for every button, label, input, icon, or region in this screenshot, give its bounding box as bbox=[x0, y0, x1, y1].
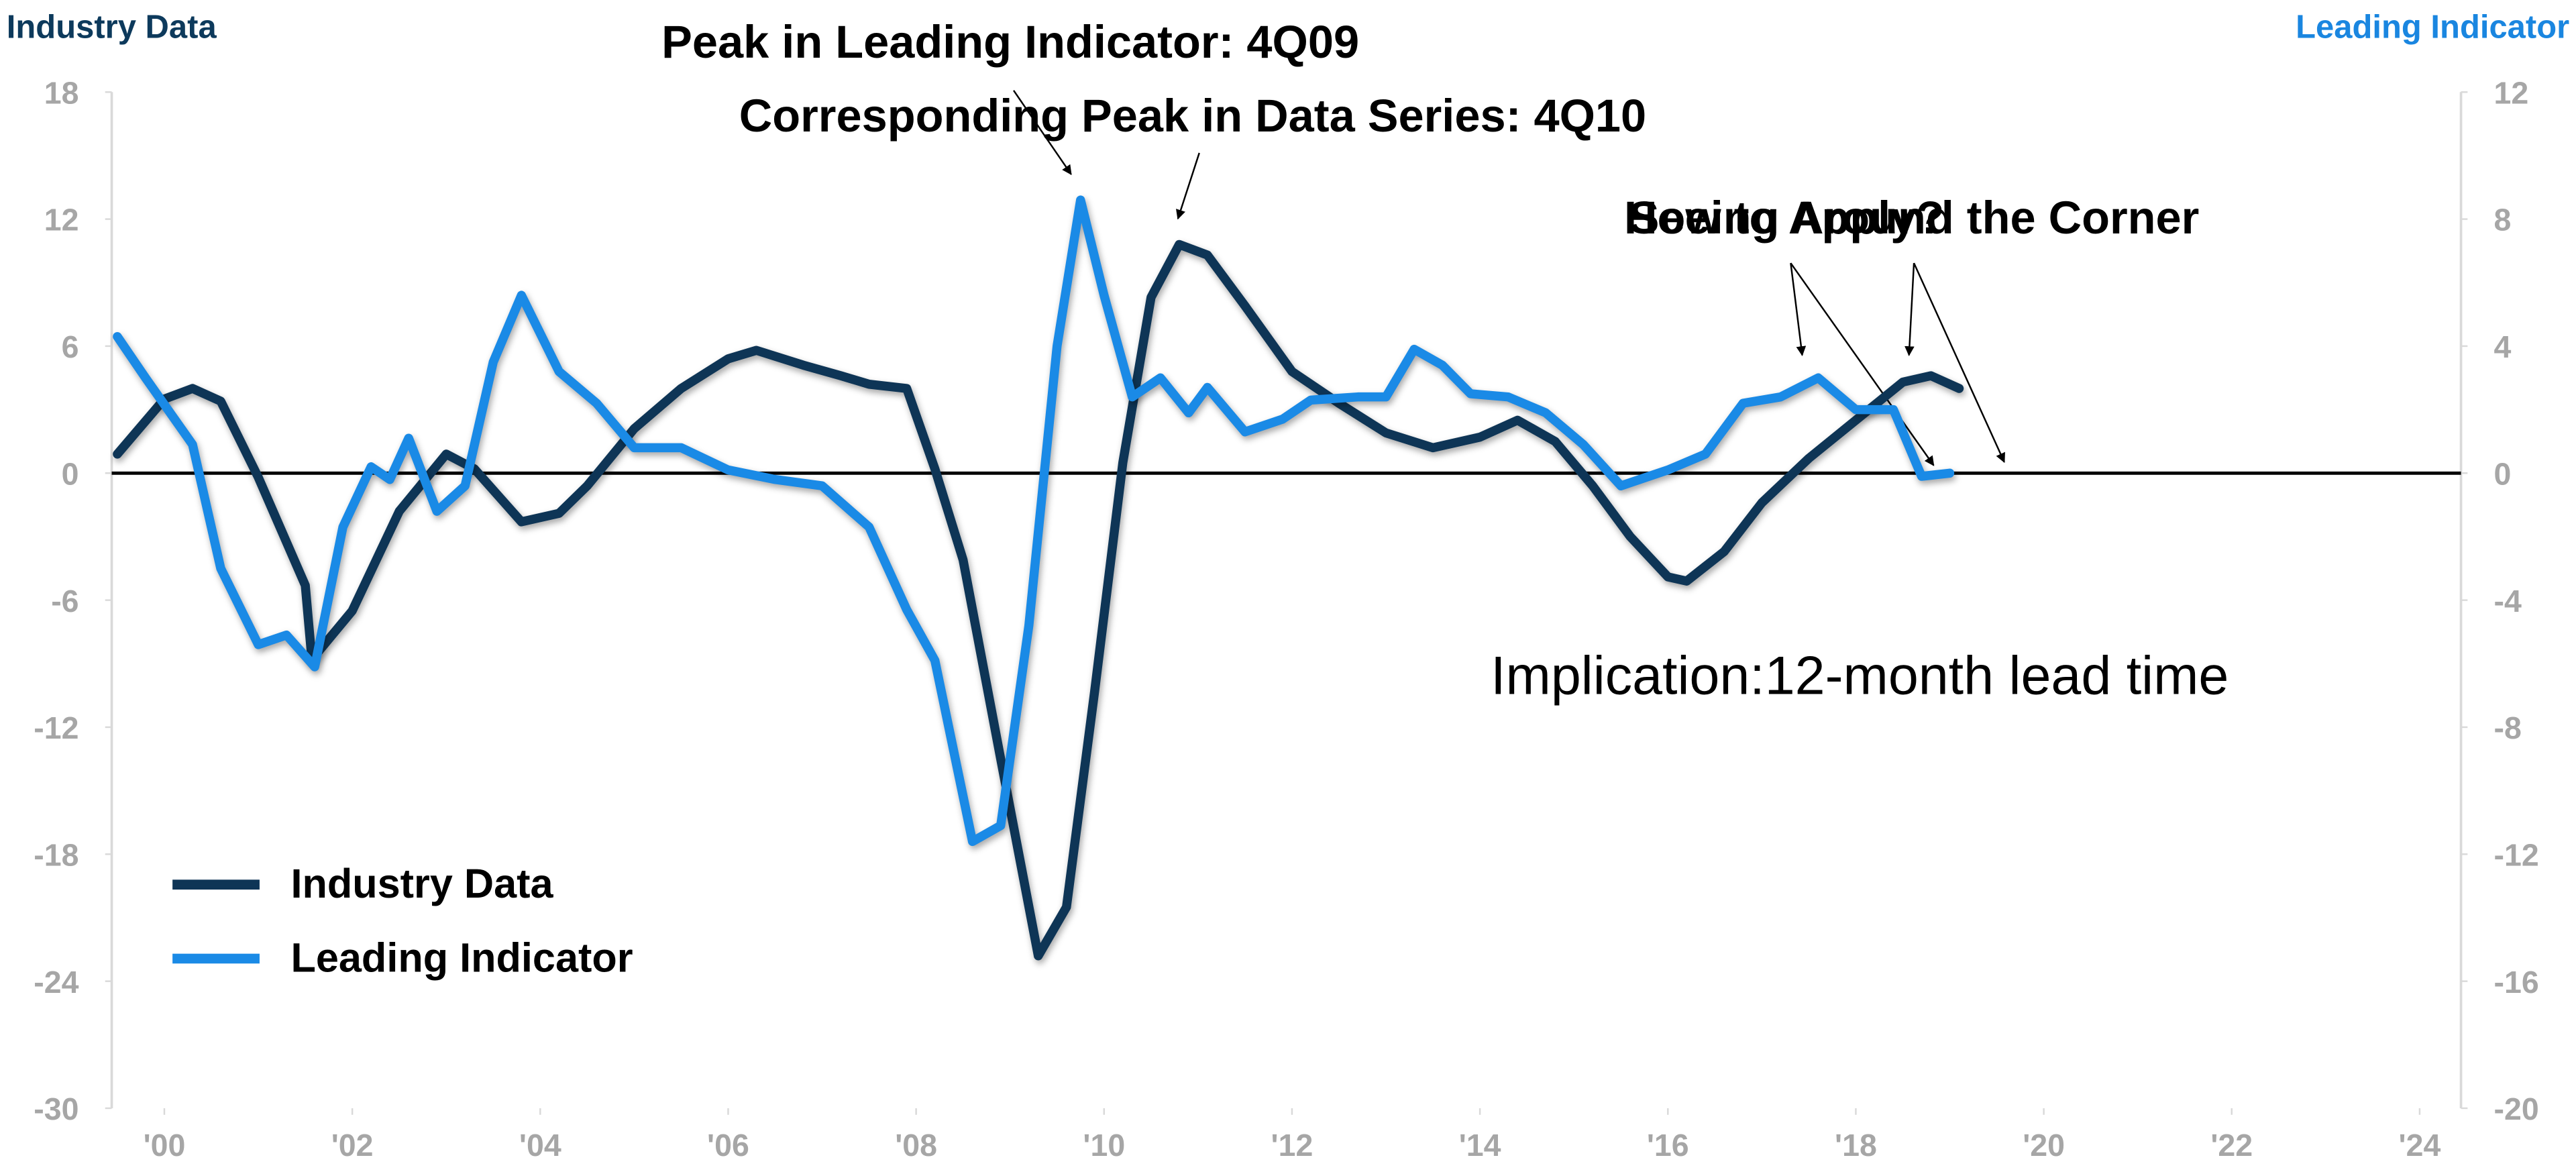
y2-tick-label: 8 bbox=[2494, 203, 2512, 237]
x-tick-label: '14 bbox=[1459, 1128, 1501, 1163]
y-tick-label: -12 bbox=[34, 710, 78, 745]
arrow bbox=[1790, 262, 1935, 466]
annotation: Corresponding Peak in Data Series: 4Q10 bbox=[739, 90, 1646, 142]
y2-tick-label: 0 bbox=[2494, 456, 2512, 491]
y-tick-label: -18 bbox=[34, 837, 78, 872]
y2-tick-label: -12 bbox=[2494, 837, 2539, 872]
arrow bbox=[1176, 152, 1200, 220]
y2-tick-label: 12 bbox=[2494, 75, 2529, 110]
y-tick-label: 18 bbox=[44, 75, 79, 110]
x-tick-label: '06 bbox=[707, 1128, 749, 1163]
annotation: Implication:12-month lead time bbox=[1491, 645, 2229, 706]
x-tick-label: '18 bbox=[1835, 1128, 1877, 1163]
x-tick-label: '24 bbox=[2399, 1128, 2441, 1163]
y2-axis-title: Leading Indicator bbox=[2296, 9, 2569, 45]
x-tick-label: '12 bbox=[1271, 1128, 1313, 1163]
x-tick-label: '16 bbox=[1647, 1128, 1689, 1163]
y-tick-label: 12 bbox=[44, 203, 79, 237]
annotation: Seeing Around the Corner bbox=[1629, 192, 2200, 244]
x-tick-label: '08 bbox=[895, 1128, 937, 1163]
arrow bbox=[1790, 263, 1807, 356]
annotation-arrows bbox=[1013, 90, 2005, 466]
series-line bbox=[113, 195, 1955, 847]
y-tick-label: -30 bbox=[34, 1091, 78, 1126]
y-axis-title: Industry Data bbox=[7, 9, 217, 45]
legend-label: Leading Indicator bbox=[290, 935, 633, 981]
annotation: Peak in Leading Indicator: 4Q09 bbox=[661, 16, 1359, 68]
legend-label: Industry Data bbox=[290, 861, 553, 906]
arrow bbox=[1913, 262, 2005, 464]
annotation: How to Apply? bbox=[1624, 192, 1944, 244]
y2-tick-label: -8 bbox=[2494, 710, 2522, 745]
y-tick-label: 6 bbox=[62, 329, 79, 364]
arrow bbox=[1904, 263, 1915, 356]
y-tick-label: 0 bbox=[62, 456, 79, 491]
y2-tick-label: -16 bbox=[2494, 965, 2539, 1000]
arrow bbox=[1013, 90, 1072, 176]
y2-tick-label: 4 bbox=[2494, 329, 2512, 364]
y-tick-label: -24 bbox=[34, 965, 78, 1000]
y2-tick-label: -4 bbox=[2494, 584, 2522, 619]
x-tick-label: '10 bbox=[1083, 1128, 1125, 1163]
x-tick-label: '00 bbox=[144, 1128, 186, 1163]
series-line bbox=[113, 239, 1964, 961]
y-tick-label: -6 bbox=[51, 584, 78, 619]
x-tick-label: '20 bbox=[2023, 1128, 2065, 1163]
x-tick-label: '04 bbox=[519, 1128, 561, 1163]
x-tick-label: '22 bbox=[2210, 1128, 2253, 1163]
y2-tick-label: -20 bbox=[2494, 1091, 2539, 1126]
x-tick-label: '02 bbox=[331, 1128, 374, 1163]
